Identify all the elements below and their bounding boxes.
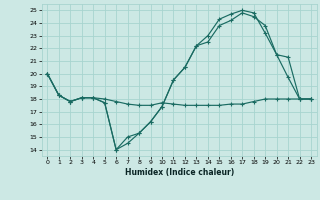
- X-axis label: Humidex (Indice chaleur): Humidex (Indice chaleur): [124, 168, 234, 177]
